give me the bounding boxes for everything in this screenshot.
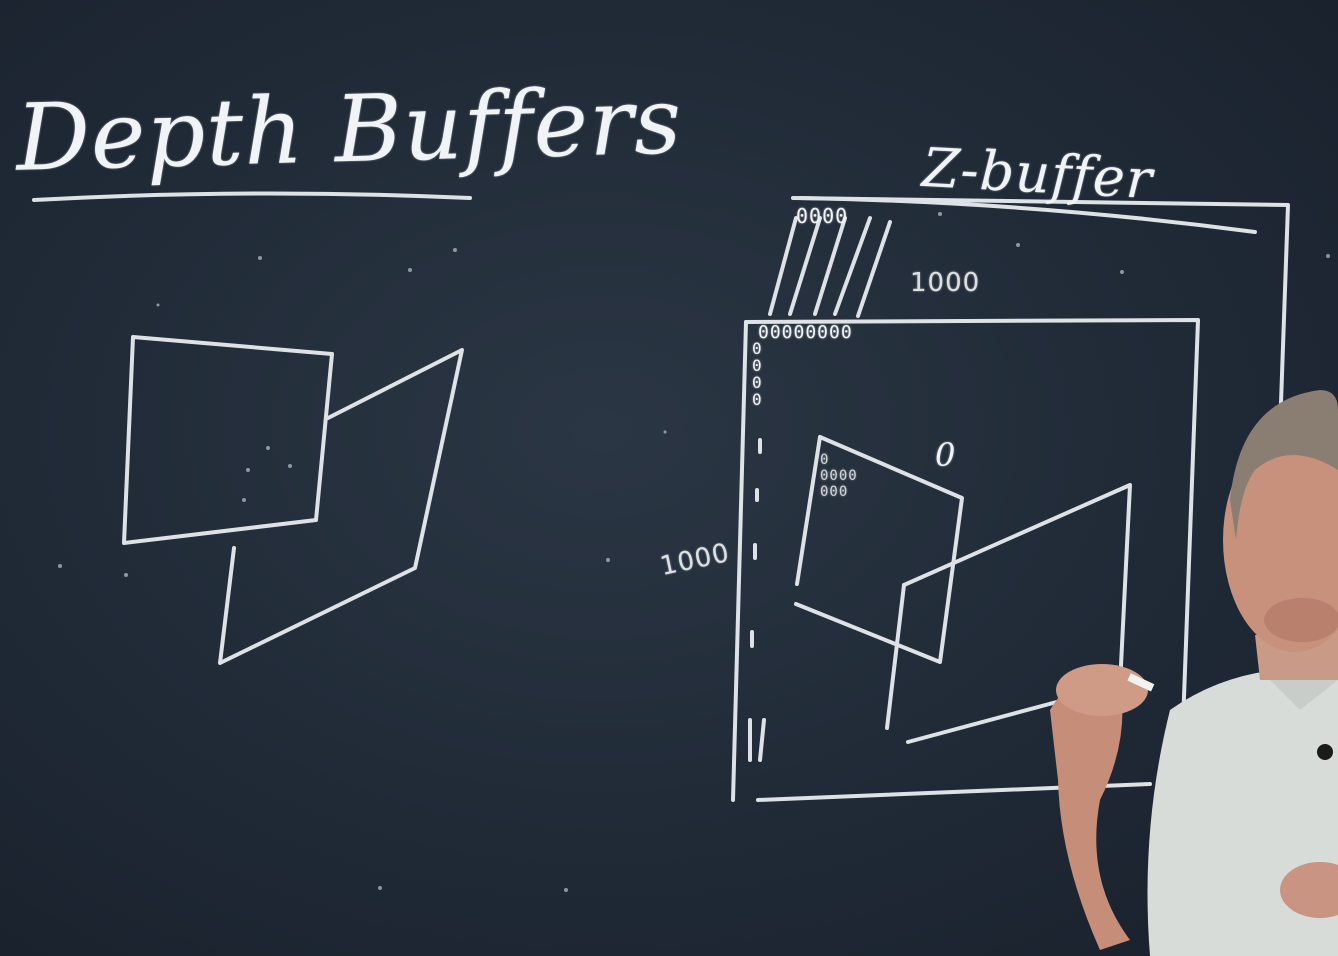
zbuffer-frame — [744, 318, 1200, 726]
left-quad-back — [218, 348, 464, 665]
lecturer-head — [1223, 428, 1338, 652]
hatch-line — [813, 216, 847, 316]
tick-mark — [758, 718, 766, 762]
label-row-zeros: 00000000 — [758, 322, 853, 343]
chalk-specks — [58, 212, 1330, 892]
hatch-line — [856, 220, 892, 318]
chalk-stick — [1127, 673, 1155, 692]
lecturer-hand — [1056, 664, 1148, 716]
zbuffer-frame-left — [731, 320, 748, 802]
lecturer-hair — [1230, 390, 1338, 540]
hatch-line — [788, 216, 822, 316]
hatch-line — [833, 216, 872, 316]
label-inner-zeros: 0 0000 000 — [820, 452, 858, 500]
lecturer-arm — [1050, 674, 1130, 950]
title-z-buffer: Z-buffer — [920, 136, 1155, 211]
zbuffer-quad-front-left — [795, 435, 822, 586]
hatch-line — [768, 216, 798, 316]
title-left-underline — [32, 191, 472, 202]
left-quad-front — [122, 335, 334, 545]
label-column-zeros: 0 0 0 0 — [752, 339, 763, 409]
zbuffer-quad-back — [902, 483, 1132, 744]
zbuffer-quad-front — [794, 435, 964, 664]
lecturer — [1050, 390, 1338, 956]
label-top-zeros: 0000 — [796, 204, 849, 228]
label-zero: 0 — [935, 436, 957, 474]
zbuffer-quad-back-left — [885, 583, 906, 730]
title-depth-buffers: Depth Buffers — [14, 67, 684, 192]
lecturer-microphone — [1317, 744, 1333, 760]
label-1000-top: 1000 — [910, 268, 981, 298]
